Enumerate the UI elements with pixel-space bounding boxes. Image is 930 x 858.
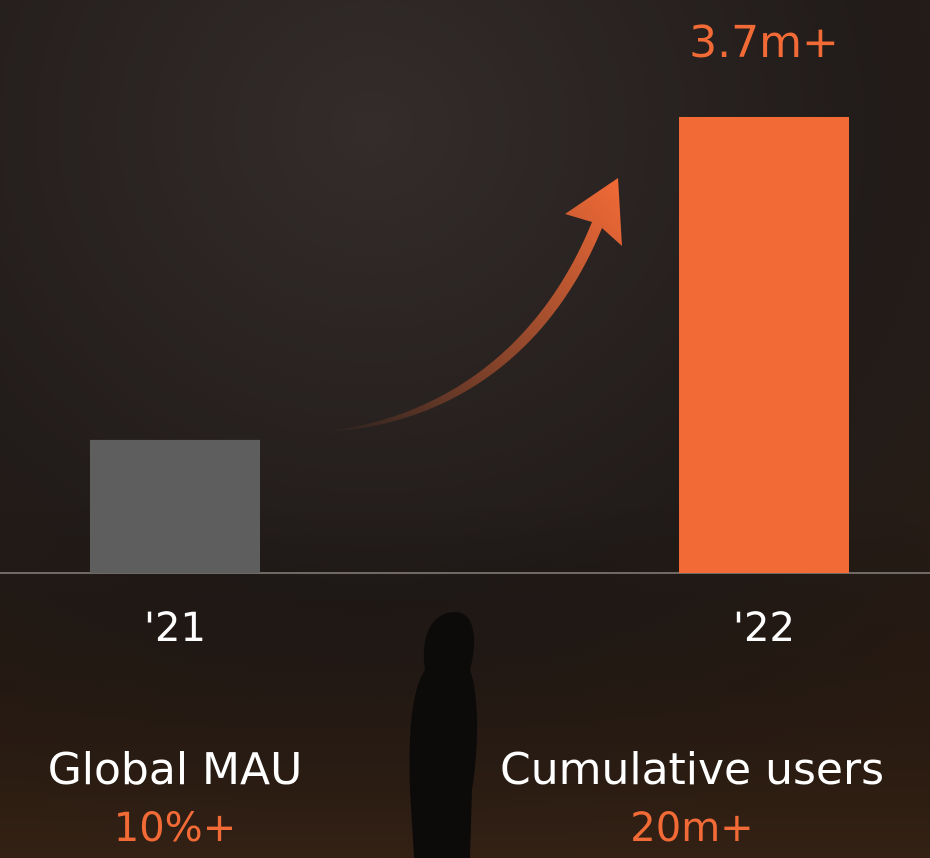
x-tick-label: '21	[144, 605, 206, 651]
annotation-label: Global MAU	[48, 744, 303, 795]
chart: '21 '22 3.7m+ Global MAU 10%+ Cumulative user…	[0, 0, 930, 858]
annotation-value: 10%+	[114, 805, 236, 851]
annotation-label: Cumulative users	[500, 744, 884, 795]
page: '21 '22 3.7m+ Global MAU 10%+ Cumulative user…	[0, 0, 930, 858]
value-label: 3.7m+	[689, 17, 839, 68]
bar	[90, 440, 260, 573]
x-tick-label: '22	[733, 605, 795, 651]
annotation-value: 20m+	[630, 805, 753, 851]
bar	[679, 117, 849, 573]
